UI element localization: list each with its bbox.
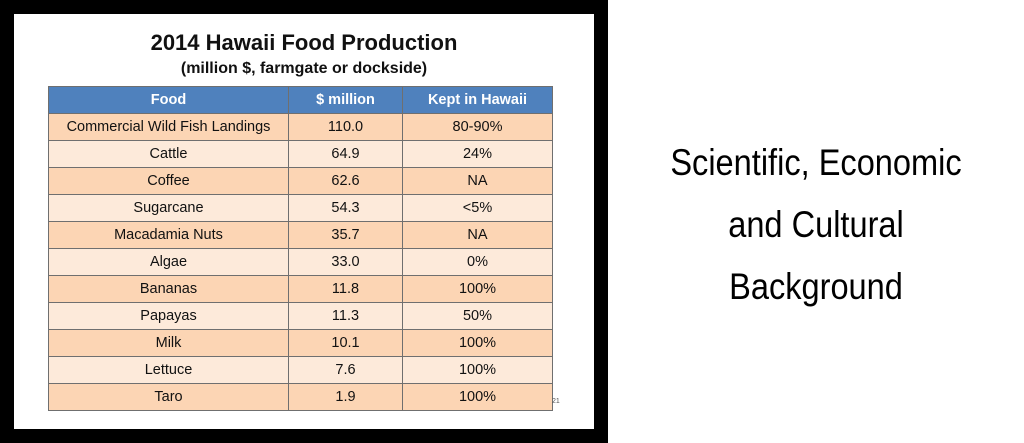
- food-cell: Cattle: [48, 140, 289, 168]
- table-row: Sugarcane 54.3 <5%: [48, 194, 553, 222]
- value-cell: 11.8: [288, 275, 403, 303]
- food-cell: Taro: [48, 383, 289, 411]
- value-cell: 10.1: [288, 329, 403, 357]
- value-cell: 33.0: [288, 248, 403, 276]
- header-food: Food: [48, 86, 289, 114]
- food-cell: Algae: [48, 248, 289, 276]
- table-row: Commercial Wild Fish Landings 110.0 80-9…: [48, 113, 553, 141]
- food-cell: Commercial Wild Fish Landings: [48, 113, 289, 141]
- food-cell: Sugarcane: [48, 194, 289, 222]
- header-kept-in-hawaii: Kept in Hawaii: [402, 86, 553, 114]
- side-heading-line: Scientific, Economic: [670, 142, 962, 183]
- table-header-row: Food $ million Kept in Hawaii: [48, 86, 553, 114]
- value-cell: 62.6: [288, 167, 403, 195]
- value-cell: 7.6: [288, 356, 403, 384]
- side-heading: Scientific, Economic and Cultural Backgr…: [633, 132, 999, 318]
- table-row: Coffee 62.6 NA: [48, 167, 553, 195]
- kept-cell: 0%: [402, 248, 553, 276]
- food-cell: Coffee: [48, 167, 289, 195]
- table-body: Commercial Wild Fish Landings 110.0 80-9…: [48, 113, 553, 411]
- value-cell: 35.7: [288, 221, 403, 249]
- table-row: Milk 10.1 100%: [48, 329, 553, 357]
- kept-cell: 80-90%: [402, 113, 553, 141]
- kept-cell: 100%: [402, 356, 553, 384]
- slide: 2014 Hawaii Food Production (million $, …: [14, 14, 594, 429]
- food-cell: Macadamia Nuts: [48, 221, 289, 249]
- slide-frame: 2014 Hawaii Food Production (million $, …: [0, 0, 608, 443]
- food-production-table: Food $ million Kept in Hawaii Commercial…: [48, 86, 553, 411]
- table-row: Bananas 11.8 100%: [48, 275, 553, 303]
- table-row: Lettuce 7.6 100%: [48, 356, 553, 384]
- slide-subtitle: (million $, farmgate or dockside): [180, 60, 428, 77]
- kept-cell: 50%: [402, 302, 553, 330]
- kept-cell: 100%: [402, 329, 553, 357]
- table-row: Macadamia Nuts 35.7 NA: [48, 221, 553, 249]
- value-cell: 64.9: [288, 140, 403, 168]
- kept-cell: 100%: [402, 383, 553, 411]
- value-cell: 11.3: [288, 302, 403, 330]
- table-row: Papayas 11.3 50%: [48, 302, 553, 330]
- food-cell: Papayas: [48, 302, 289, 330]
- kept-cell: NA: [402, 167, 553, 195]
- side-heading-line: Background: [729, 266, 903, 307]
- slide-title: 2014 Hawaii Food Production: [150, 30, 458, 55]
- kept-cell: 100%: [402, 275, 553, 303]
- table-row: Algae 33.0 0%: [48, 248, 553, 276]
- table-row: Cattle 64.9 24%: [48, 140, 553, 168]
- kept-cell: NA: [402, 221, 553, 249]
- table-row: Taro 1.9 100%: [48, 383, 553, 411]
- value-cell: 110.0: [288, 113, 403, 141]
- value-cell: 54.3: [288, 194, 403, 222]
- header-dollar-million: $ million: [288, 86, 403, 114]
- kept-cell: 24%: [402, 140, 553, 168]
- food-cell: Lettuce: [48, 356, 289, 384]
- slide-number: 21: [552, 398, 560, 405]
- kept-cell: <5%: [402, 194, 553, 222]
- food-cell: Milk: [48, 329, 289, 357]
- food-cell: Bananas: [48, 275, 289, 303]
- side-heading-line: and Cultural: [728, 204, 904, 245]
- value-cell: 1.9: [288, 383, 403, 411]
